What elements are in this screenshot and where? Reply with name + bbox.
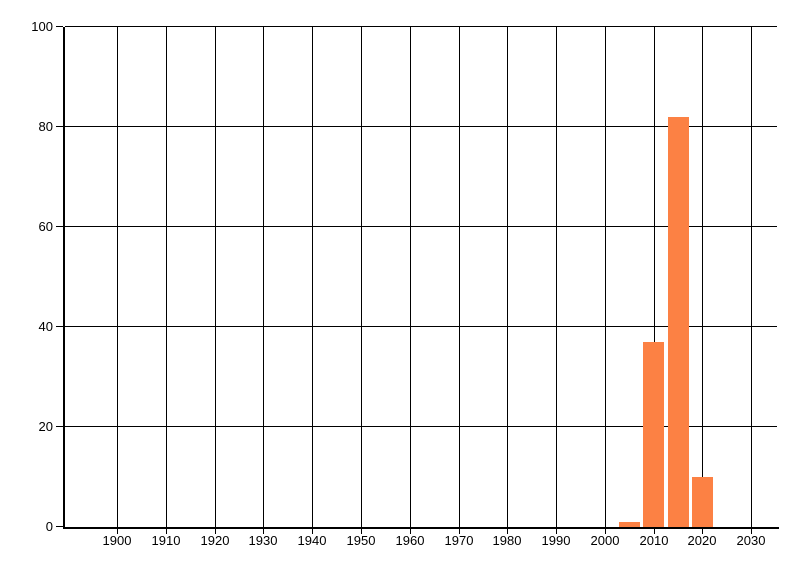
x-tick-label: 1960: [395, 533, 425, 548]
y-tick: [56, 326, 63, 327]
gridline-vertical: [605, 27, 606, 527]
y-tick-label: 20: [38, 419, 53, 434]
gridline-horizontal: [65, 126, 777, 127]
y-tick: [56, 526, 63, 527]
x-tick: [361, 529, 362, 534]
y-tick: [56, 126, 63, 127]
x-tick: [751, 529, 752, 534]
x-tick: [117, 529, 118, 534]
gridline-vertical: [166, 27, 167, 527]
x-axis-line: [63, 527, 779, 529]
gridline-vertical: [215, 27, 216, 527]
gridline-vertical: [702, 27, 703, 527]
gridline-vertical: [751, 27, 752, 527]
x-tick-label: 2030: [736, 533, 766, 548]
gridline-vertical: [507, 27, 508, 527]
gridline-horizontal: [65, 26, 777, 27]
x-tick: [312, 529, 313, 534]
gridline-vertical: [117, 27, 118, 527]
x-tick: [702, 529, 703, 534]
x-tick-label: 2000: [590, 533, 620, 548]
y-tick: [56, 26, 63, 27]
gridline-vertical: [361, 27, 362, 527]
bar-2020: [692, 477, 713, 527]
y-tick: [56, 426, 63, 427]
x-tick: [215, 529, 216, 534]
gridline-vertical: [654, 27, 655, 527]
bar-2015: [668, 117, 689, 527]
bar-2005: [619, 522, 640, 527]
gridline-horizontal: [65, 426, 777, 427]
x-tick: [556, 529, 557, 534]
y-tick: [56, 226, 63, 227]
y-axis-line: [63, 27, 65, 529]
gridline-horizontal: [65, 326, 777, 327]
gridline-vertical: [312, 27, 313, 527]
x-tick-label: 1980: [492, 533, 522, 548]
x-tick-label: 1990: [541, 533, 571, 548]
x-tick: [654, 529, 655, 534]
gridline-vertical: [459, 27, 460, 527]
gridline-horizontal: [65, 226, 777, 227]
gridline-vertical: [556, 27, 557, 527]
x-tick-label: 1910: [151, 533, 181, 548]
x-tick: [605, 529, 606, 534]
x-tick: [410, 529, 411, 534]
x-tick-label: 1950: [346, 533, 376, 548]
y-tick-label: 100: [31, 19, 53, 34]
x-tick-label: 1900: [102, 533, 132, 548]
y-tick-label: 40: [38, 319, 53, 334]
x-tick: [166, 529, 167, 534]
x-tick-label: 1930: [248, 533, 278, 548]
x-tick: [263, 529, 264, 534]
bar-2010: [643, 342, 664, 527]
gridline-vertical: [410, 27, 411, 527]
x-tick: [507, 529, 508, 534]
gridline-vertical: [263, 27, 264, 527]
x-tick: [459, 529, 460, 534]
x-tick-label: 2010: [639, 533, 669, 548]
y-tick-label: 0: [45, 519, 53, 534]
x-tick-label: 1970: [444, 533, 474, 548]
y-tick-label: 80: [38, 119, 53, 134]
y-tick-label: 60: [38, 219, 53, 234]
x-tick-label: 2020: [687, 533, 717, 548]
x-tick-label: 1920: [200, 533, 230, 548]
x-tick-label: 1940: [297, 533, 327, 548]
